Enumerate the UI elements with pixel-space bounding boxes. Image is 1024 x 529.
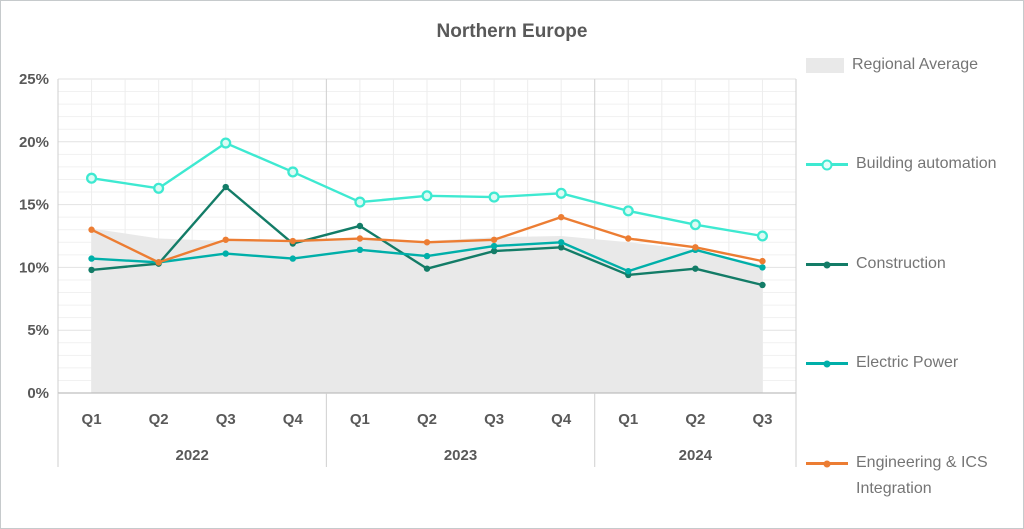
marker-building-automation [354,196,366,208]
marker-building-automation [756,230,769,242]
x-quarter-label: Q2 [417,411,437,428]
marker-engineering-ics-integration [692,244,699,251]
regional-average-area [91,228,763,393]
marker-building-automation [622,205,634,217]
y-tick-label: 15% [19,197,49,214]
y-tick-label: 5% [27,322,49,339]
x-quarter-label: Q1 [82,411,102,428]
marker-electric-power [289,255,297,262]
legend-item-construction: Construction [806,251,1021,277]
marker-building-automation [689,219,701,231]
y-tick-label: 20% [19,134,49,151]
marker-engineering-ics-integration [289,237,297,245]
y-tick-label: 10% [19,259,49,276]
chart-title: Northern Europe [436,21,588,42]
y-tick-label: 0% [27,385,49,402]
legend-label-construction: Construction [856,255,946,272]
x-year-label: 2024 [679,447,713,464]
marker-electric-power [222,250,229,257]
marker-engineering-ics-integration [490,236,498,243]
legend-label-electric-power: Electric Power [856,354,959,371]
legend-label-regional-average: Regional Average [852,56,979,73]
legend-item-engineering-ics-integration: Engineering & ICS Integration [806,450,1021,502]
marker-electric-power [557,239,565,246]
x-year-label: 2022 [175,447,208,464]
x-year-label: 2023 [444,447,477,464]
marker-building-automation [220,137,232,149]
marker-engineering-ics-integration [155,259,162,266]
marker-electric-power [88,255,95,262]
y-tick-label: 25% [19,71,49,88]
marker-engineering-ics-integration [625,235,632,242]
marker-construction [557,244,565,251]
marker-construction [356,222,364,230]
x-quarter-label: Q3 [484,411,504,428]
marker-engineering-ics-integration [423,239,431,246]
marker-building-automation [85,172,98,184]
marker-electric-power [423,252,431,260]
building-automation-swatch-icon [806,159,848,170]
x-quarter-label: Q4 [283,411,304,428]
x-quarter-label: Q3 [752,411,772,428]
marker-engineering-ics-integration [759,257,766,265]
marker-construction [759,281,766,289]
marker-construction [88,266,95,274]
construction-swatch-icon [806,261,848,268]
x-quarter-label: Q4 [551,411,572,428]
marker-building-automation [287,166,299,178]
marker-construction [222,183,229,191]
marker-building-automation [153,182,165,194]
legend-label-building-automation: Building automation [856,155,997,172]
marker-electric-power [759,264,766,271]
marker-electric-power [625,267,632,275]
marker-engineering-ics-integration [557,213,565,221]
chart-legend: Regional Average Building automation Con… [797,1,1023,528]
marker-engineering-ics-integration [356,235,364,242]
x-quarter-label: Q1 [618,411,638,428]
marker-construction [423,265,431,272]
marker-engineering-ics-integration [88,226,95,233]
legend-item-electric-power: Electric Power [806,350,1021,376]
legend-label-engineering-ics-integration: Engineering & ICS Integration [856,454,988,497]
engineering-ics-swatch-icon [806,460,848,467]
marker-building-automation [421,190,433,202]
electric-power-swatch-icon [806,360,848,367]
legend-item-regional-average: Regional Average [806,52,1021,78]
marker-construction [692,265,699,272]
regional-average-swatch-icon [806,58,844,73]
x-quarter-label: Q1 [350,411,370,428]
marker-building-automation [488,191,500,203]
marker-electric-power [490,242,498,250]
legend-item-building-automation: Building automation [806,151,1021,177]
marker-engineering-ics-integration [222,236,229,243]
marker-electric-power [356,246,364,254]
x-quarter-label: Q2 [149,411,169,428]
marker-building-automation [555,187,567,199]
marker-construction [490,247,498,255]
x-quarter-label: Q2 [685,411,705,428]
x-quarter-label: Q3 [216,411,236,428]
